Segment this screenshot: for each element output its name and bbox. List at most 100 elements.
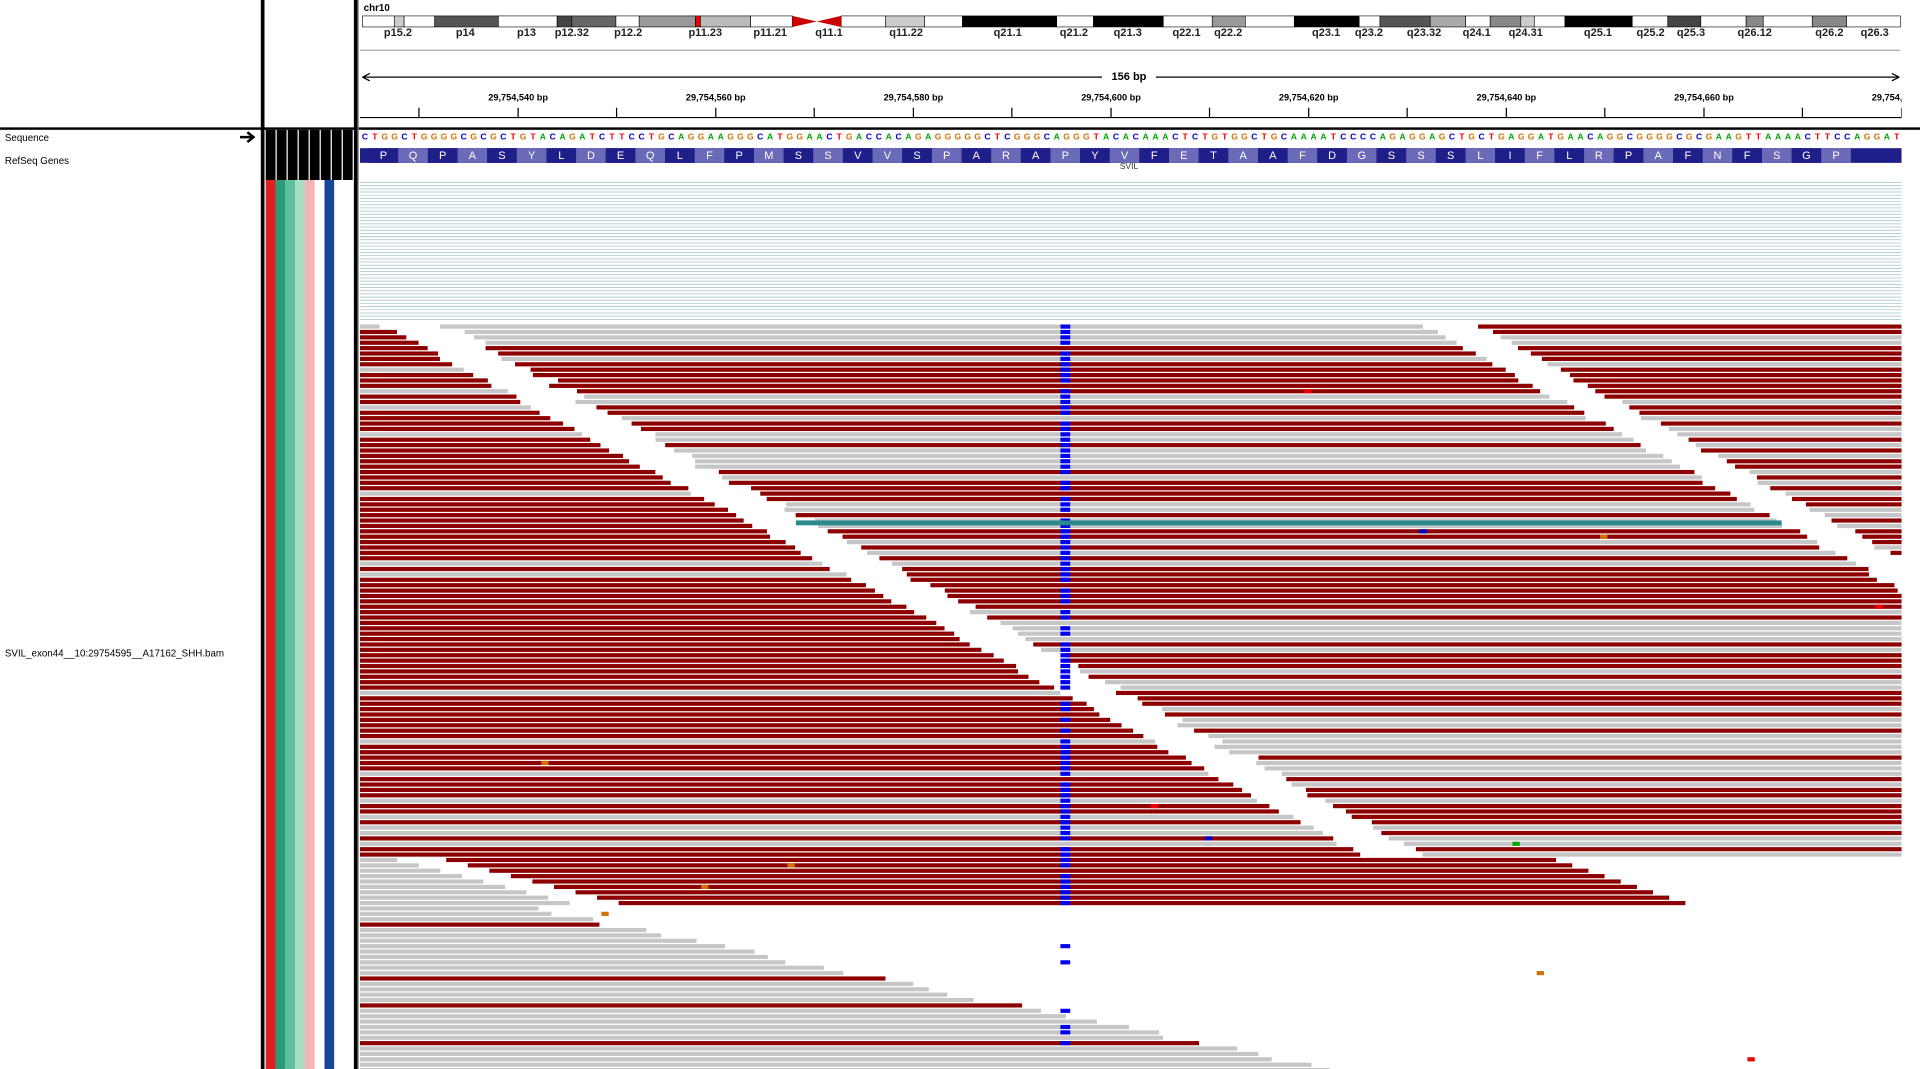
base: A <box>1785 131 1791 141</box>
read <box>515 362 1493 367</box>
codon <box>1613 148 1644 163</box>
cytoband <box>1245 15 1295 28</box>
base: G <box>1409 131 1416 141</box>
mismatch <box>1060 550 1071 555</box>
base: G <box>1518 131 1525 141</box>
base: G <box>737 131 744 141</box>
codon <box>1139 148 1170 163</box>
read <box>665 443 1641 448</box>
mismatch <box>1303 389 1312 394</box>
read <box>360 362 453 367</box>
read <box>987 615 1902 620</box>
read <box>360 405 531 410</box>
read <box>360 378 488 383</box>
base: C <box>1004 131 1010 141</box>
read <box>360 324 380 329</box>
read <box>861 545 1820 550</box>
base: A <box>1143 131 1149 141</box>
base: T <box>1825 131 1831 141</box>
track-name[interactable]: RefSeq Genes <box>5 156 69 167</box>
attribute-stripe <box>265 180 276 1069</box>
read <box>728 480 1703 485</box>
base: A <box>1429 131 1435 141</box>
read <box>1422 852 1902 857</box>
read <box>695 464 1680 469</box>
read <box>530 367 1506 372</box>
read <box>360 534 771 539</box>
read <box>1000 620 1902 625</box>
strand-arrow[interactable] <box>240 131 256 144</box>
read <box>360 777 1219 782</box>
amino-acid: G <box>1802 150 1811 162</box>
read <box>360 755 1186 760</box>
codon <box>1376 148 1407 163</box>
amino-acid: V <box>854 150 862 162</box>
base: G <box>1073 131 1080 141</box>
base: C <box>1133 131 1139 141</box>
mismatch <box>1060 523 1071 529</box>
base: G <box>974 131 981 141</box>
read <box>360 890 527 895</box>
codon <box>1554 148 1585 163</box>
read <box>360 367 464 372</box>
base: G <box>1864 131 1871 141</box>
mismatch <box>1060 1024 1071 1030</box>
read <box>501 356 1487 361</box>
mismatch <box>1060 631 1071 636</box>
read <box>969 610 1902 615</box>
read <box>360 906 539 911</box>
amino-acid: Y <box>1091 150 1099 162</box>
read <box>549 383 1533 388</box>
read <box>360 421 564 426</box>
mismatch <box>1060 356 1071 361</box>
read <box>360 976 886 981</box>
amino-acid: S <box>1417 150 1424 162</box>
base: C <box>757 131 763 141</box>
base: A <box>925 131 931 141</box>
read <box>1677 432 1902 437</box>
base: C <box>1281 131 1287 141</box>
codon <box>1228 148 1258 163</box>
read <box>1726 459 1902 464</box>
mismatch <box>541 760 549 766</box>
track-name[interactable]: Sequence <box>5 133 49 144</box>
read <box>360 496 705 502</box>
read <box>958 599 1902 604</box>
amino-acid: T <box>1210 150 1217 162</box>
mismatch <box>1060 469 1071 475</box>
read <box>1604 394 1902 399</box>
attribute-cell <box>298 129 309 181</box>
base: C <box>1449 131 1455 141</box>
base: G <box>727 131 734 141</box>
cytoband-label: p13 <box>517 27 536 39</box>
read <box>1855 529 1902 534</box>
read <box>1307 793 1902 798</box>
panel-border <box>353 0 358 1069</box>
read <box>360 782 1234 787</box>
base: A <box>1597 131 1603 141</box>
cytoband-label: p14 <box>456 27 476 39</box>
track-name[interactable]: SVIL_exon44__10:29754595__A17162_SHH.bam <box>5 648 224 659</box>
mismatch <box>1060 771 1071 776</box>
mismatch <box>1060 830 1071 836</box>
codon <box>961 148 992 163</box>
mismatch <box>601 911 609 916</box>
base: T <box>777 131 783 141</box>
read <box>1415 847 1902 852</box>
read <box>1281 771 1902 776</box>
read <box>1809 507 1902 512</box>
read <box>1137 696 1902 701</box>
read <box>360 798 1257 803</box>
attribute-cell <box>265 129 276 181</box>
mismatch <box>1060 717 1071 722</box>
base: C <box>895 131 901 141</box>
read <box>360 599 892 604</box>
base: A <box>1726 131 1732 141</box>
read <box>360 448 610 453</box>
read <box>1033 642 1902 647</box>
read <box>360 577 852 582</box>
base: A <box>1054 131 1060 141</box>
read <box>1837 523 1902 529</box>
read <box>846 540 1818 545</box>
read <box>906 572 1869 577</box>
